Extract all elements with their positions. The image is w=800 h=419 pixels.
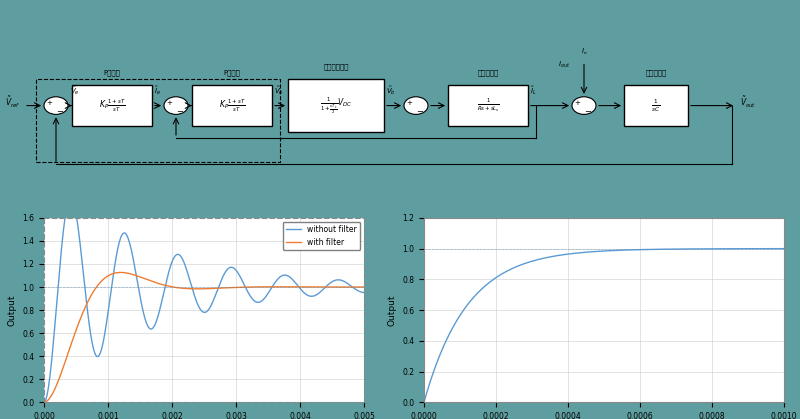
- Bar: [72, 85, 152, 126]
- Text: $\tilde{V}_{ref}$: $\tilde{V}_{ref}$: [5, 95, 20, 110]
- Text: $\frac{1}{sC}$: $\frac{1}{sC}$: [651, 97, 661, 114]
- Text: $\tilde{I}_e$: $\tilde{I}_e$: [154, 84, 162, 97]
- with filter: [353, 285, 362, 290]
- Text: $\tilde{V}_b$: $\tilde{V}_b$: [386, 84, 396, 97]
- Text: $K_P\frac{1+sT}{sT}$: $K_P\frac{1+sT}{sT}$: [218, 98, 246, 114]
- with filter: [359, 285, 369, 290]
- Circle shape: [44, 97, 68, 114]
- Circle shape: [572, 97, 596, 114]
- with filter: [39, 400, 49, 405]
- Legend: without filter, with filter: without filter, with filter: [283, 222, 360, 250]
- Bar: [448, 85, 528, 126]
- without filter: [39, 400, 49, 405]
- with filter: [162, 283, 172, 288]
- Text: P制御器: P制御器: [223, 70, 241, 76]
- with filter: [94, 281, 104, 286]
- without filter: [176, 254, 186, 259]
- Text: −: −: [57, 107, 63, 116]
- without filter: [94, 352, 104, 357]
- Line: without filter: without filter: [44, 197, 364, 402]
- Bar: [36, 79, 280, 163]
- Text: −: −: [417, 107, 423, 116]
- Circle shape: [404, 97, 428, 114]
- without filter: [76, 246, 86, 251]
- Text: +: +: [46, 100, 52, 106]
- Text: $\tilde{I}_L$: $\tilde{I}_L$: [530, 84, 537, 97]
- Line: with filter: with filter: [44, 272, 364, 402]
- Y-axis label: Output: Output: [387, 294, 397, 326]
- with filter: [318, 285, 328, 290]
- without filter: [162, 277, 172, 282]
- Text: $\tilde{V}_{out}$: $\tilde{V}_{out}$: [740, 95, 756, 110]
- without filter: [66, 195, 75, 200]
- with filter: [76, 316, 86, 321]
- Text: $I_{負}$: $I_{負}$: [581, 47, 587, 56]
- Circle shape: [164, 97, 188, 114]
- Text: $\frac{1}{1+\frac{sT_s}{2}}V_{DC}$: $\frac{1}{1+\frac{sT_s}{2}}V_{DC}$: [320, 95, 352, 116]
- Text: +: +: [574, 100, 580, 106]
- with filter: [116, 270, 126, 275]
- Bar: [192, 85, 272, 126]
- Text: 電圧チョッパ: 電圧チョッパ: [323, 64, 349, 70]
- Text: +: +: [406, 100, 412, 106]
- Text: +: +: [166, 100, 172, 106]
- Text: $\tilde{V}_e$: $\tilde{V}_e$: [70, 84, 80, 97]
- without filter: [359, 290, 369, 295]
- with filter: [176, 285, 186, 290]
- without filter: [353, 288, 362, 293]
- Text: コンデンサ: コンデンサ: [646, 70, 666, 76]
- Text: $\frac{1}{Rs+sL_s}$: $\frac{1}{Rs+sL_s}$: [477, 97, 499, 114]
- Text: −: −: [585, 107, 591, 116]
- Text: $K_P\frac{1+sT}{sT}$: $K_P\frac{1+sT}{sT}$: [98, 98, 126, 114]
- Text: $I_{out}$: $I_{out}$: [558, 60, 570, 70]
- Text: $\tilde{V}_e$: $\tilde{V}_e$: [274, 84, 284, 97]
- Bar: [624, 85, 688, 126]
- Text: リアクトル: リアクトル: [478, 70, 498, 76]
- Text: −: −: [177, 107, 183, 116]
- Y-axis label: Output: Output: [7, 294, 17, 326]
- without filter: [318, 287, 328, 292]
- Bar: [288, 79, 384, 132]
- Text: P制御器: P制御器: [103, 70, 121, 76]
